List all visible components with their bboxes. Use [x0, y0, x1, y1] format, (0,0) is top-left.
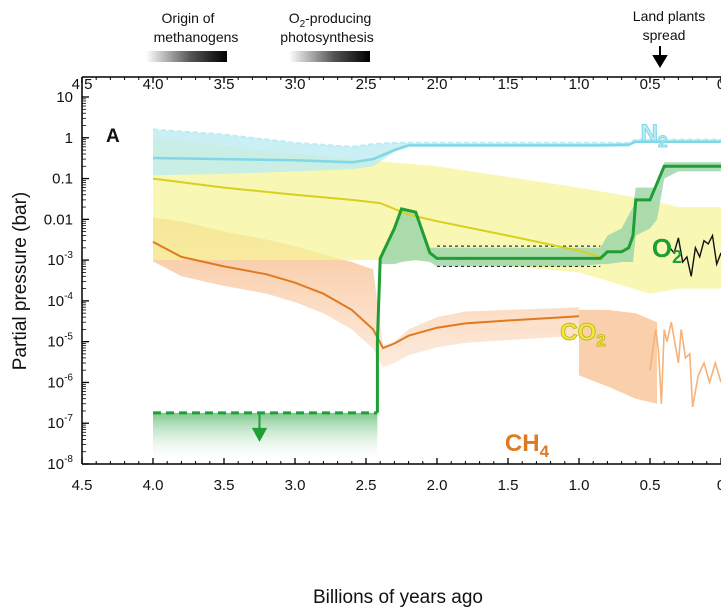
- y-axis-title: Partial pressure (bar): [10, 192, 31, 370]
- panel-label: A: [106, 126, 120, 147]
- n2-label: N2: [641, 120, 668, 151]
- y-tick-label: 0.1: [52, 171, 73, 188]
- methanogens-label-line2: methanogens: [154, 29, 239, 45]
- x-top-tick-label: 3.5: [214, 76, 235, 93]
- x-tick-label: 0: [717, 477, 721, 494]
- o2-upper-limit-arrow: [251, 412, 268, 442]
- x-tick-label: 1.5: [498, 477, 519, 494]
- x-top-tick-label: 4.0: [143, 76, 164, 93]
- o2-archean-band: [153, 412, 378, 464]
- x-tick-label: 3.5: [214, 477, 235, 494]
- y-tick-label: 10-7: [47, 413, 73, 432]
- x-top-tick-label: 1.5: [498, 76, 519, 93]
- o2-line: [375, 164, 721, 413]
- x-tick-label: 1.0: [569, 477, 590, 494]
- x-tick-label: 2.0: [427, 477, 448, 494]
- x-axis-title: Billions of years ago: [313, 587, 483, 608]
- series-lines: [152, 140, 721, 442]
- y-tick-label: 0.01: [44, 211, 73, 228]
- y-tick-label: 10: [56, 89, 73, 106]
- co2-recent-line: [663, 233, 721, 277]
- y-tick-label: 10-5: [47, 332, 73, 351]
- x-top-tick-label: 3.0: [285, 76, 306, 93]
- x-tick-label: 4.5: [72, 477, 93, 494]
- land-plants-label-line1: Land plants: [633, 8, 705, 24]
- x-top-tick-label: 0.5: [640, 76, 661, 93]
- o2-label: O2: [652, 233, 682, 267]
- land-plants-label-line2: spread: [643, 27, 686, 43]
- x-tick-label: 4.0: [143, 477, 164, 494]
- ch4-recent-line: [649, 322, 721, 408]
- methanogens-label-line1: Origin of: [162, 10, 215, 26]
- y-tick-label: 1: [65, 130, 73, 147]
- n2-uncertainty-band: [153, 129, 721, 176]
- x-top-tick-label: 4.5: [72, 76, 93, 93]
- x-top-tick-label: 0: [717, 76, 721, 93]
- y-tick-label: 10-6: [47, 372, 73, 391]
- n2-line: [152, 140, 721, 164]
- y-tick-label: 10-3: [47, 250, 73, 269]
- co2-label: CO2: [560, 319, 605, 350]
- x-tick-label: 0.5: [640, 477, 661, 494]
- top-annotations: Origin of methanogens O2-producing photo…: [146, 8, 705, 68]
- o2-uncertainty-band: [380, 162, 721, 267]
- land-plants-arrow: [652, 46, 668, 68]
- methanogens-bar: [146, 51, 227, 62]
- n2-upper-bound: [152, 128, 721, 148]
- co2-line: [152, 177, 601, 258]
- x-tick-label: 2.5: [356, 477, 377, 494]
- ch4-late-band: [579, 309, 658, 404]
- x-top-tick-label: 1.0: [569, 76, 590, 93]
- y-tick-label: 10-8: [47, 454, 73, 473]
- ch4-label: CH4: [505, 430, 550, 461]
- photosynthesis-bar: [289, 51, 370, 62]
- x-top-tick-label: 2.5: [356, 76, 377, 93]
- x-tick-label: 3.0: [285, 477, 306, 494]
- photosynthesis-label-line1: O2-producing: [289, 10, 372, 30]
- photosynthesis-label-line2: photosynthesis: [280, 29, 373, 45]
- y-tick-label: 10-4: [47, 291, 73, 310]
- x-top-tick-label: 2.0: [427, 76, 448, 93]
